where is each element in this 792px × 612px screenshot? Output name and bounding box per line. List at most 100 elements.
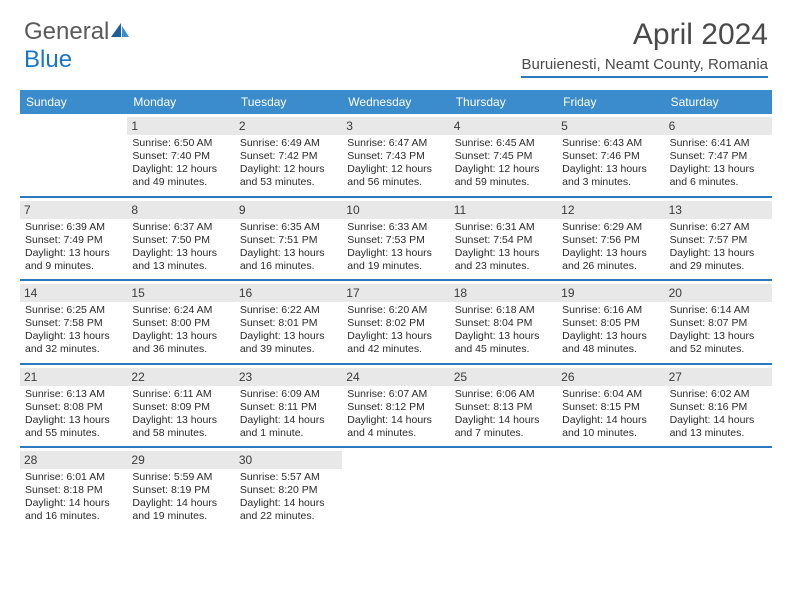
day-number: 5	[557, 117, 664, 135]
sunset-text: Sunset: 8:08 PM	[25, 401, 122, 414]
sunrise-text: Sunrise: 6:24 AM	[132, 304, 229, 317]
sunset-text: Sunset: 8:13 PM	[455, 401, 552, 414]
calendar-cell: 9Sunrise: 6:35 AMSunset: 7:51 PMDaylight…	[235, 198, 342, 280]
sunset-text: Sunset: 8:11 PM	[240, 401, 337, 414]
sunset-text: Sunset: 7:54 PM	[455, 234, 552, 247]
daylight-text: Daylight: 14 hours and 1 minute.	[240, 414, 337, 440]
daylight-text: Daylight: 13 hours and 29 minutes.	[670, 247, 767, 273]
daylight-text: Daylight: 13 hours and 26 minutes.	[562, 247, 659, 273]
calendar-cell: 8Sunrise: 6:37 AMSunset: 7:50 PMDaylight…	[127, 198, 234, 280]
calendar-cell: 16Sunrise: 6:22 AMSunset: 8:01 PMDayligh…	[235, 281, 342, 363]
weekday-sat: Saturday	[665, 90, 772, 114]
day-number: 10	[342, 201, 449, 219]
brand-logo: General Blue	[24, 18, 131, 74]
brand-text: General Blue	[24, 18, 131, 74]
sunset-text: Sunset: 7:42 PM	[240, 150, 337, 163]
weekday-wed: Wednesday	[342, 90, 449, 114]
day-number: 26	[557, 368, 664, 386]
day-number: 29	[127, 451, 234, 469]
day-number: 27	[665, 368, 772, 386]
day-number: 8	[127, 201, 234, 219]
title-block: April 2024 Buruienesti, Neamt County, Ro…	[521, 18, 768, 78]
day-number: 17	[342, 284, 449, 302]
calendar-week: 28Sunrise: 6:01 AMSunset: 8:18 PMDayligh…	[20, 448, 772, 530]
daylight-text: Daylight: 13 hours and 55 minutes.	[25, 414, 122, 440]
sunset-text: Sunset: 8:00 PM	[132, 317, 229, 330]
daylight-text: Daylight: 14 hours and 19 minutes.	[132, 497, 229, 523]
calendar-cell: 10 Sunrise: 6:33 AMSunset: 7:53 PMDayligh…	[342, 198, 449, 280]
weekday-thu: Thursday	[450, 90, 557, 114]
calendar-cell: 25Sunrise: 6:06 AMSunset: 8:13 PMDayligh…	[450, 365, 557, 447]
sunset-text: Sunset: 7:43 PM	[347, 150, 444, 163]
day-number: 19	[557, 284, 664, 302]
daylight-text: Daylight: 12 hours and 49 minutes.	[132, 163, 229, 189]
daylight-text: Daylight: 13 hours and 19 minutes.	[347, 247, 444, 273]
daylight-text: Daylight: 12 hours and 56 minutes.	[347, 163, 444, 189]
day-number: 15	[127, 284, 234, 302]
sunrise-text: Sunrise: 6:43 AM	[562, 137, 659, 150]
calendar-cell: 12Sunrise: 6:29 AMSunset: 7:56 PMDayligh…	[557, 198, 664, 280]
sunset-text: Sunset: 8:20 PM	[240, 484, 337, 497]
sunrise-text: Sunrise: 6:14 AM	[670, 304, 767, 317]
calendar-cell: 29 Sunrise: 5:59 AMSunset: 8:19 PMDayligh…	[127, 448, 234, 530]
sunrise-text: Sunrise: 5:57 AM	[240, 471, 337, 484]
daylight-text: Daylight: 13 hours and 16 minutes.	[240, 247, 337, 273]
daylight-text: Daylight: 12 hours and 59 minutes.	[455, 163, 552, 189]
sunrise-text: Sunrise: 6:02 AM	[670, 388, 767, 401]
calendar-cell: 19Sunrise: 6:16 AMSunset: 8:05 PMDayligh…	[557, 281, 664, 363]
day-number: 3	[342, 117, 449, 135]
sail-icon	[109, 21, 131, 39]
daylight-text: Daylight: 13 hours and 3 minutes.	[562, 163, 659, 189]
calendar-cell: 24Sunrise: 6:07 AMSunset: 8:12 PMDayligh…	[342, 365, 449, 447]
sunset-text: Sunset: 7:46 PM	[562, 150, 659, 163]
sunset-text: Sunset: 8:05 PM	[562, 317, 659, 330]
calendar-cell: 27Sunrise: 6:02 AMSunset: 8:16 PMDayligh…	[665, 365, 772, 447]
sunrise-text: Sunrise: 6:33 AM	[347, 221, 444, 234]
weekday-mon: Monday	[127, 90, 234, 114]
sunset-text: Sunset: 8:19 PM	[132, 484, 229, 497]
day-number: 25	[450, 368, 557, 386]
sunset-text: Sunset: 7:45 PM	[455, 150, 552, 163]
day-number: 23	[235, 368, 342, 386]
daylight-text: Daylight: 13 hours and 52 minutes.	[670, 330, 767, 356]
daylight-text: Daylight: 14 hours and 10 minutes.	[562, 414, 659, 440]
calendar-cell	[665, 448, 772, 530]
sunrise-text: Sunrise: 6:07 AM	[347, 388, 444, 401]
day-number: 7	[20, 201, 127, 219]
day-number: 28	[20, 451, 127, 469]
sunrise-text: Sunrise: 6:11 AM	[132, 388, 229, 401]
sunrise-text: Sunrise: 6:37 AM	[132, 221, 229, 234]
calendar-cell: 23 Sunrise: 6:09 AMSunset: 8:11 PMDayligh…	[235, 365, 342, 447]
daylight-text: Daylight: 14 hours and 16 minutes.	[25, 497, 122, 523]
sunset-text: Sunset: 8:02 PM	[347, 317, 444, 330]
day-number: 11	[450, 201, 557, 219]
sunset-text: Sunset: 8:18 PM	[25, 484, 122, 497]
calendar-grid: Sunday Monday Tuesday Wednesday Thursday…	[20, 90, 772, 530]
sunset-text: Sunset: 8:04 PM	[455, 317, 552, 330]
daylight-text: Daylight: 14 hours and 13 minutes.	[670, 414, 767, 440]
sunset-text: Sunset: 7:53 PM	[347, 234, 444, 247]
calendar-cell: 2Sunrise: 6:49 AMSunset: 7:42 PMDaylight…	[235, 114, 342, 196]
calendar-cell	[20, 114, 127, 196]
sunrise-text: Sunrise: 6:45 AM	[455, 137, 552, 150]
sunrise-text: Sunrise: 6:41 AM	[670, 137, 767, 150]
weekday-header: Sunday Monday Tuesday Wednesday Thursday…	[20, 90, 772, 114]
calendar-week: 1Sunrise: 6:50 AMSunset: 7:40 PMDaylight…	[20, 114, 772, 198]
sunset-text: Sunset: 7:49 PM	[25, 234, 122, 247]
sunrise-text: Sunrise: 5:59 AM	[132, 471, 229, 484]
day-number: 4	[450, 117, 557, 135]
sunrise-text: Sunrise: 6:01 AM	[25, 471, 122, 484]
calendar-cell: 20Sunrise: 6:14 AMSunset: 8:07 PMDayligh…	[665, 281, 772, 363]
brand-part1: General	[24, 18, 109, 45]
calendar-cell	[342, 448, 449, 530]
sunrise-text: Sunrise: 6:31 AM	[455, 221, 552, 234]
day-number: 1	[127, 117, 234, 135]
calendar-cell: 17Sunrise: 6:20 AMSunset: 8:02 PMDayligh…	[342, 281, 449, 363]
calendar-cell: 22Sunrise: 6:11 AMSunset: 8:09 PMDayligh…	[127, 365, 234, 447]
calendar-cell: 30Sunrise: 5:57 AMSunset: 8:20 PMDayligh…	[235, 448, 342, 530]
calendar-cell: 15Sunrise: 6:24 AMSunset: 8:00 PMDayligh…	[127, 281, 234, 363]
calendar-cell: 13Sunrise: 6:27 AMSunset: 7:57 PMDayligh…	[665, 198, 772, 280]
calendar-cell: 7Sunrise: 6:39 AMSunset: 7:49 PMDaylight…	[20, 198, 127, 280]
sunrise-text: Sunrise: 6:09 AM	[240, 388, 337, 401]
sunset-text: Sunset: 8:07 PM	[670, 317, 767, 330]
